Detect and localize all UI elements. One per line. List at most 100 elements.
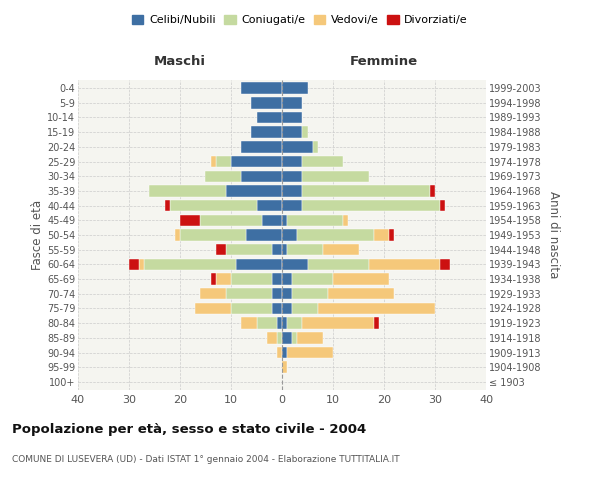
Bar	[282, 274, 292, 285]
Bar	[440, 200, 445, 211]
Bar	[267, 332, 277, 344]
Bar	[282, 170, 302, 182]
Bar	[298, 332, 323, 344]
Text: Maschi: Maschi	[154, 54, 206, 68]
Y-axis label: Fasce di età: Fasce di età	[31, 200, 44, 270]
Text: Femmine: Femmine	[350, 54, 418, 68]
Bar	[282, 362, 287, 373]
Bar	[216, 244, 226, 256]
Bar	[145, 258, 236, 270]
Bar	[430, 185, 435, 196]
Bar	[282, 82, 308, 94]
Bar	[129, 258, 139, 270]
Bar	[231, 302, 272, 314]
Bar	[282, 156, 302, 168]
Bar	[287, 318, 302, 329]
Bar	[333, 274, 389, 285]
Bar	[175, 230, 180, 240]
Bar	[200, 214, 262, 226]
Bar	[196, 302, 231, 314]
Bar	[251, 126, 282, 138]
Bar	[257, 318, 277, 329]
Bar	[272, 288, 282, 300]
Bar	[277, 332, 282, 344]
Bar	[272, 274, 282, 285]
Text: COMUNE DI LUSEVERA (UD) - Dati ISTAT 1° gennaio 2004 - Elaborazione TUTTITALIA.I: COMUNE DI LUSEVERA (UD) - Dati ISTAT 1° …	[12, 455, 400, 464]
Bar	[282, 112, 302, 123]
Bar	[374, 230, 389, 240]
Bar	[282, 214, 287, 226]
Bar	[139, 258, 145, 270]
Bar	[226, 244, 272, 256]
Bar	[149, 185, 226, 196]
Bar	[226, 288, 272, 300]
Bar	[292, 288, 328, 300]
Bar	[180, 230, 247, 240]
Bar	[282, 200, 302, 211]
Bar	[302, 318, 374, 329]
Y-axis label: Anni di nascita: Anni di nascita	[547, 192, 560, 278]
Bar	[216, 156, 231, 168]
Bar	[287, 244, 323, 256]
Bar	[302, 156, 343, 168]
Bar	[302, 126, 308, 138]
Bar	[308, 258, 369, 270]
Bar	[313, 141, 318, 152]
Bar	[282, 258, 308, 270]
Bar	[262, 214, 282, 226]
Bar	[231, 156, 282, 168]
Bar	[277, 347, 282, 358]
Bar	[302, 185, 430, 196]
Text: Popolazione per età, sesso e stato civile - 2004: Popolazione per età, sesso e stato civil…	[12, 422, 366, 436]
Bar	[440, 258, 451, 270]
Bar	[170, 200, 257, 211]
Bar	[164, 200, 170, 211]
Bar	[241, 318, 257, 329]
Bar	[287, 347, 333, 358]
Bar	[282, 318, 287, 329]
Legend: Celibi/Nubili, Coniugati/e, Vedovi/e, Divorziati/e: Celibi/Nubili, Coniugati/e, Vedovi/e, Di…	[128, 10, 472, 30]
Bar	[343, 214, 349, 226]
Bar	[211, 156, 216, 168]
Bar	[323, 244, 359, 256]
Bar	[180, 214, 200, 226]
Bar	[282, 244, 287, 256]
Bar	[251, 97, 282, 108]
Bar	[241, 170, 282, 182]
Bar	[236, 258, 282, 270]
Bar	[292, 274, 333, 285]
Bar	[277, 318, 282, 329]
Bar	[282, 185, 302, 196]
Bar	[241, 82, 282, 94]
Bar	[241, 141, 282, 152]
Bar	[282, 302, 292, 314]
Bar	[318, 302, 435, 314]
Bar	[328, 288, 394, 300]
Bar	[298, 230, 374, 240]
Bar	[287, 214, 343, 226]
Bar	[292, 332, 298, 344]
Bar	[282, 332, 292, 344]
Bar	[282, 126, 302, 138]
Bar	[302, 170, 369, 182]
Bar	[257, 200, 282, 211]
Bar	[389, 230, 394, 240]
Bar	[272, 302, 282, 314]
Bar	[257, 112, 282, 123]
Bar	[369, 258, 440, 270]
Bar	[282, 97, 302, 108]
Bar	[282, 347, 287, 358]
Bar	[302, 200, 440, 211]
Bar	[374, 318, 379, 329]
Bar	[272, 244, 282, 256]
Bar	[216, 274, 231, 285]
Bar	[226, 185, 282, 196]
Bar	[211, 274, 216, 285]
Bar	[292, 302, 318, 314]
Bar	[206, 170, 241, 182]
Bar	[231, 274, 272, 285]
Bar	[247, 230, 282, 240]
Bar	[282, 141, 313, 152]
Bar	[200, 288, 226, 300]
Bar	[282, 230, 298, 240]
